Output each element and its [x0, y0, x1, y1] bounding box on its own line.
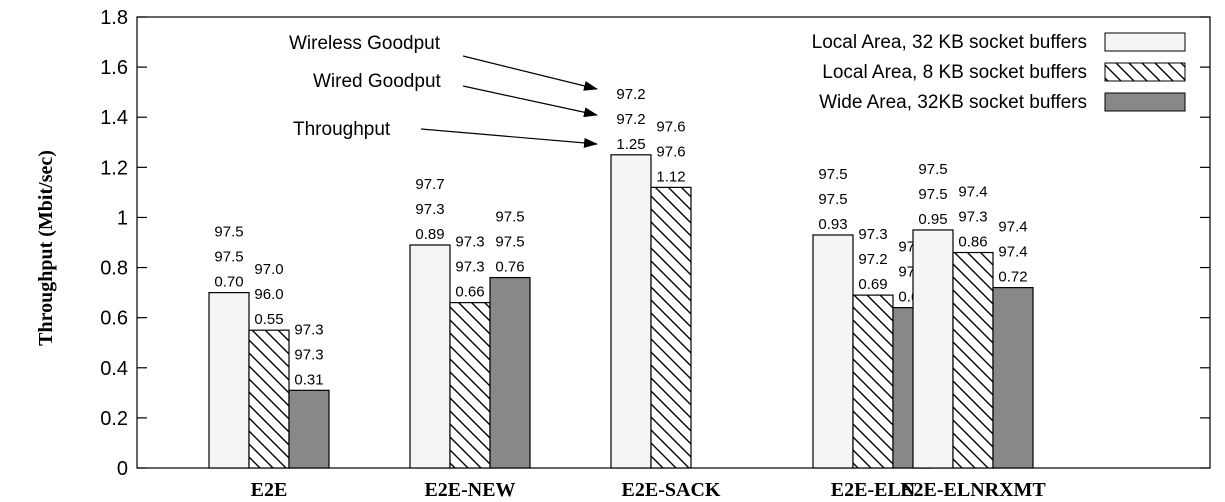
bar-value-label: 97.5	[214, 224, 243, 241]
bar-hatched-e2e-elnrxmt	[952, 251, 994, 469]
bar-gray-e2e-elnrxmt	[992, 287, 1034, 469]
bar-value-label: 97.3	[958, 209, 987, 226]
annotation-arrow-wired-goodput	[462, 85, 598, 118]
bar-value-label: 97.6	[656, 143, 685, 160]
bar-value-label: 97.2	[616, 86, 645, 103]
bar-value-label: 97.5	[818, 166, 847, 183]
bar-value-label: 0.89	[415, 226, 444, 243]
bar-gray-e2e	[288, 389, 330, 469]
bar-value-label: 97.2	[616, 111, 645, 128]
bar-value-label: 97.5	[495, 209, 524, 226]
category-label: E2E-SACK	[622, 479, 721, 501]
legend-label-local-8kb: Local Area, 8 KB socket buffers	[822, 62, 1087, 83]
bar-value-label: 97.7	[415, 176, 444, 193]
annotation-arrow-wireless-goodput	[462, 55, 598, 91]
y-tick-label: 1	[117, 207, 128, 229]
bar-value-label: 97.3	[294, 346, 323, 363]
bar-gray-e2e-new	[489, 276, 531, 469]
bar-value-label: 0.66	[455, 284, 484, 301]
bar-value-label: 97.3	[455, 234, 484, 251]
bar-value-label: 97.4	[998, 244, 1027, 261]
legend-swatch-wide-32kb	[1104, 92, 1186, 112]
y-tick-label: 1.4	[100, 107, 128, 129]
bar-value-label: 1.25	[616, 136, 645, 153]
bar-value-label: 0.93	[818, 216, 847, 233]
bar-value-label: 97.2	[858, 251, 887, 268]
legend-label-wide-32kb: Wide Area, 32KB socket buffers	[819, 92, 1087, 113]
y-tick-label: 0.6	[100, 308, 128, 330]
legend: Local Area, 32 KB socket buffers Local A…	[812, 32, 1186, 113]
bar-value-label: 97.0	[254, 261, 283, 278]
bar-value-label: 0.70	[214, 274, 243, 291]
bar-value-label: 97.5	[495, 234, 524, 251]
bar-value-label: 0.95	[918, 211, 947, 228]
bar-light-e2e-eln	[812, 234, 854, 469]
bar-value-label: 0.31	[294, 371, 323, 388]
bar-hatched-e2e-sack	[650, 186, 692, 469]
bar-light-e2e-sack	[610, 154, 652, 469]
bar-value-label: 0.72	[998, 269, 1027, 286]
bar-value-label: 1.12	[656, 168, 685, 185]
bar-value-label: 97.4	[958, 184, 987, 201]
bar-hatched-e2e	[248, 329, 290, 469]
bar-value-label: 97.3	[455, 259, 484, 276]
bar-value-label: 97.3	[858, 226, 887, 243]
y-tick-label: 1.6	[100, 57, 128, 79]
legend-swatch-local-8kb	[1104, 62, 1186, 82]
annotation-wired-goodput: Wired Goodput	[313, 71, 442, 92]
bar-value-label: 97.5	[818, 191, 847, 208]
bar-light-e2e-elnrxmt	[912, 229, 954, 469]
bar-hatched-e2e-new	[449, 302, 491, 469]
y-axis-title: Throughput (Mbit/sec)	[35, 150, 57, 346]
y-tick-label: 1.8	[100, 7, 128, 29]
y-tick-label: 0.8	[100, 258, 128, 280]
annotation-throughput: Throughput	[293, 119, 391, 140]
y-tick-label: 1.2	[100, 157, 128, 179]
bar-value-label: 97.5	[918, 161, 947, 178]
annotation-wireless-goodput: Wireless Goodput	[289, 33, 441, 54]
bar-value-label: 0.55	[254, 311, 283, 328]
bar-value-label: 97.4	[998, 219, 1027, 236]
bar-value-label: 0.76	[495, 259, 524, 276]
bar-light-e2e-new	[409, 244, 451, 469]
bar-value-label: 97.3	[294, 321, 323, 338]
category-label: E2E	[251, 479, 288, 501]
category-label: E2E-ELN	[831, 479, 916, 501]
category-label: E2E-ELNRXMT	[900, 479, 1046, 501]
legend-swatch-local-32kb	[1104, 32, 1186, 52]
bar-value-label: 97.5	[214, 249, 243, 266]
bar-light-e2e	[208, 292, 250, 469]
legend-label-local-32kb: Local Area, 32 KB socket buffers	[812, 32, 1087, 53]
bar-value-label: 96.0	[254, 286, 283, 303]
bar-hatched-e2e-eln	[852, 294, 894, 469]
y-tick-label: 0.2	[100, 408, 128, 430]
bar-value-label: 97.3	[415, 201, 444, 218]
bar-value-label: 97.5	[918, 186, 947, 203]
annotation-arrow-throughput	[420, 128, 598, 148]
bar-value-label: 0.69	[858, 276, 887, 293]
bar-value-label: 0.86	[958, 234, 987, 251]
y-tick-label: 0.4	[100, 358, 128, 380]
plot-area: 0 0.2 0.4 0.6 0.8 1 1.2 1.4 1.6 1.8 E2E 97.5 97.5 0.7…	[100, 7, 1211, 501]
y-tick-label: 0	[117, 458, 128, 480]
bar-value-label: 97.6	[656, 118, 685, 135]
category-label: E2E-NEW	[424, 479, 515, 501]
annotations: Wireless Goodput Wired Goodput Throughpu…	[289, 33, 598, 148]
